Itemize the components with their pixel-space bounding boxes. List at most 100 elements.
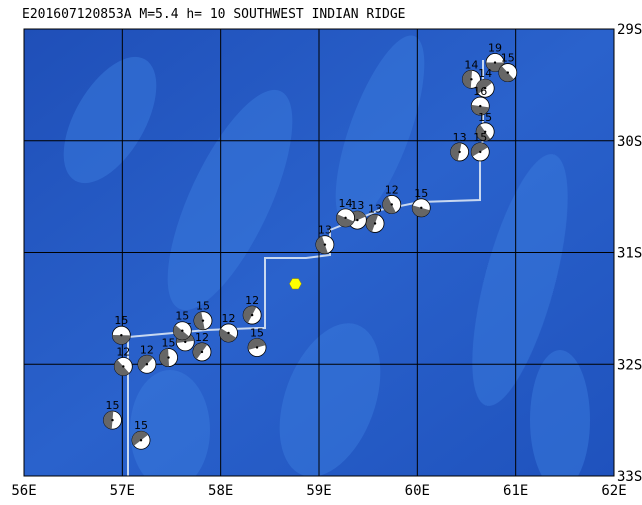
beachball-compression [412,205,430,217]
beachball [498,63,518,82]
beachball [113,357,133,376]
beachball [315,235,335,255]
beachball [159,348,178,367]
depth-label: 15 [175,310,189,323]
beachball [103,410,122,430]
beachball [336,208,355,228]
beachball-center [479,150,482,154]
beachball-compression [336,214,354,227]
depth-label: 15 [162,337,176,350]
depth-label: 15 [473,131,487,144]
y-tick-label: 31S [617,246,642,262]
beachball [365,214,385,233]
beachball-center [200,350,204,354]
beachball-center [227,331,230,335]
beachball-compression [103,411,114,430]
beachball [131,430,151,450]
beachball-compression [114,359,130,376]
beachball-center [373,222,377,225]
beachball-center [420,206,423,209]
depth-label: 12 [222,312,236,325]
beachball [172,321,192,341]
beachball-center [167,356,170,359]
beachball-compression [159,348,170,367]
beachball-center [145,363,149,366]
beachball-center [390,203,393,206]
beachball-compression [498,66,514,82]
beachball-compression [132,431,149,446]
beachball [242,305,262,325]
beachball-compression [471,104,490,116]
beachball [382,195,402,214]
depth-label: 15 [250,326,264,339]
depth-label: 14 [478,67,492,80]
beachball-compression [243,306,257,324]
beachball-center [323,243,327,246]
beachball-center [111,418,114,422]
beachball [470,142,490,162]
depth-label: 19 [488,42,502,55]
x-tick-label: 61E [503,483,528,499]
depth-label: 16 [473,85,487,98]
beachball-center [201,319,205,322]
beachball-center [139,439,143,442]
beachball [247,338,267,357]
beachball-compression [137,355,154,371]
beachball-compression [219,328,237,342]
beachball-compression [248,338,266,350]
beachball-compression [173,324,190,340]
beachball [192,342,212,362]
beachball [475,78,495,98]
depth-label: 15 [501,52,515,65]
map-frame [23,28,615,477]
beachball-compression [193,311,205,330]
beachball-compression [192,342,208,360]
x-tick-label: 62E [601,483,626,499]
beachball-center [483,87,487,90]
beachball [219,323,238,343]
depth-label: 15 [114,314,128,327]
beachball [470,96,490,116]
y-tick-label: 32S [617,357,642,373]
beachball-compression [450,142,462,161]
beachball-compression [462,70,473,89]
depth-label: 12 [140,343,154,356]
depth-label: 12 [116,345,130,358]
beachball [475,122,495,142]
beachball-center [181,329,184,332]
depth-label: 14 [339,197,353,210]
beachball-center [458,150,461,154]
beachball-compression [476,79,493,94]
beachball-compression [112,335,131,345]
depth-label: 12 [385,183,399,196]
y-tick-label: 30S [617,134,642,150]
beachball-center [250,313,254,317]
depth-label: 15 [414,187,428,200]
x-tick-label: 56E [11,483,36,499]
beachball-compression [476,124,491,141]
y-tick-label: 33S [617,469,642,485]
beachball-compression [471,142,488,157]
beachball-center [470,78,473,81]
map-title: E201607120853A M=5.4 h= 10 SOUTHWEST IND… [22,7,406,22]
x-tick-label: 60E [405,483,430,499]
beachball-center [184,340,187,344]
beachball [111,325,131,345]
beachball-center [483,130,487,134]
beachball [137,354,157,374]
beachball-center [493,61,497,64]
beachball [450,142,470,162]
beachball-center [120,333,123,337]
depth-label: 13 [368,202,382,215]
beachball-center [506,71,509,74]
beachball-compression [382,196,396,214]
beachball-compression [315,236,328,254]
beachball-center [255,346,259,349]
depth-label: 15 [478,111,492,124]
depth-label: 13 [318,224,332,237]
beachball [411,198,431,218]
x-tick-label: 59E [306,483,331,499]
depth-label: 13 [453,131,467,144]
depth-label: 14 [464,58,478,71]
